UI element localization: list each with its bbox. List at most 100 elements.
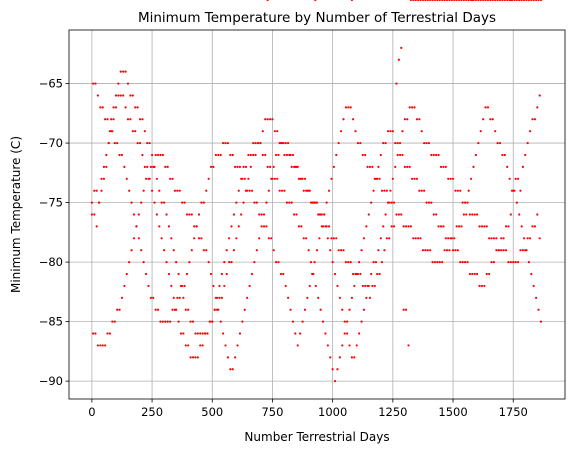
- data-point: [339, 249, 343, 252]
- x-axis-label: Number Terrestrial Days: [244, 430, 389, 444]
- data-point: [95, 225, 98, 228]
- data-point: [271, 118, 274, 121]
- data-point: [401, 153, 404, 157]
- data-point: [441, 0, 444, 2]
- data-point: [308, 284, 311, 288]
- data-point: [538, 237, 541, 240]
- data-point: [231, 153, 234, 157]
- data-point: [156, 308, 160, 311]
- data-point: [123, 165, 126, 168]
- data-point: [209, 272, 213, 276]
- data-point: [300, 225, 303, 228]
- data-point: [358, 261, 361, 264]
- data-point: [459, 189, 462, 192]
- data-point: [483, 284, 486, 288]
- data-point: [230, 261, 233, 264]
- data-point: [402, 225, 405, 228]
- data-point: [228, 261, 231, 264]
- data-point: [171, 308, 174, 311]
- data-point: [531, 225, 534, 228]
- data-point: [514, 261, 517, 264]
- data-point: [190, 249, 193, 252]
- data-point: [91, 82, 95, 85]
- data-point: [403, 118, 406, 121]
- data-point: [167, 272, 171, 276]
- data-point: [356, 141, 360, 145]
- data-point: [136, 106, 139, 109]
- data-point: [420, 189, 423, 192]
- data-point: [384, 141, 387, 145]
- data-point: [382, 225, 385, 228]
- data-point: [489, 0, 492, 2]
- y-tick-label: −85: [39, 315, 63, 329]
- chart-title: Minimum Temperature by Number of Terrest…: [138, 10, 496, 26]
- data-point: [327, 225, 331, 228]
- data-point: [519, 189, 522, 192]
- data-point: [496, 0, 499, 2]
- data-point: [126, 118, 130, 121]
- data-point: [307, 249, 310, 252]
- data-point: [288, 201, 291, 204]
- data-point: [354, 272, 357, 276]
- data-point: [213, 308, 216, 311]
- data-point: [335, 153, 338, 157]
- data-point: [140, 249, 143, 252]
- data-point: [455, 0, 458, 2]
- data-point: [424, 0, 427, 2]
- data-point: [490, 237, 493, 240]
- data-point: [420, 130, 423, 133]
- data-point: [391, 177, 394, 180]
- data-point: [492, 237, 496, 240]
- data-point: [349, 106, 352, 109]
- data-point: [119, 70, 122, 73]
- data-point: [148, 141, 151, 145]
- data-point: [484, 106, 487, 109]
- data-point: [117, 82, 120, 85]
- data-point: [176, 189, 179, 192]
- data-point: [397, 58, 400, 61]
- data-point: [436, 261, 439, 264]
- data-point: [537, 308, 540, 311]
- data-point: [164, 320, 167, 323]
- data-point: [497, 249, 500, 252]
- data-point: [513, 189, 516, 192]
- data-point: [491, 118, 494, 121]
- data-point: [421, 0, 425, 2]
- data-point: [287, 296, 290, 299]
- data-point: [401, 130, 404, 133]
- y-tick-label: −80: [39, 255, 63, 269]
- data-point: [114, 94, 118, 97]
- data-point: [248, 284, 251, 288]
- data-point: [530, 272, 533, 276]
- data-point: [314, 0, 317, 2]
- y-axis-ticks: −90 −85 −80 −75 −70 −65: [39, 77, 69, 388]
- data-point: [408, 106, 411, 109]
- data-point: [154, 153, 157, 157]
- data-point: [515, 201, 518, 204]
- data-point: [476, 213, 479, 216]
- data-point: [142, 261, 145, 264]
- data-point: [325, 225, 328, 228]
- data-point: [250, 272, 254, 276]
- x-axis-ticks: 0 250 500 750 1000 1250 1500 1750: [88, 399, 528, 419]
- data-point: [507, 261, 510, 264]
- data-point: [432, 213, 435, 216]
- data-point: [291, 320, 295, 323]
- data-point: [277, 153, 280, 157]
- data-point: [373, 177, 376, 180]
- data-point: [496, 141, 499, 145]
- data-point: [260, 213, 263, 216]
- data-point: [248, 189, 251, 192]
- data-point: [294, 332, 297, 335]
- data-point: [466, 201, 469, 204]
- data-point: [118, 308, 121, 311]
- data-point: [450, 0, 453, 2]
- data-point: [160, 237, 163, 240]
- data-point: [290, 201, 293, 204]
- data-point: [172, 249, 175, 252]
- data-point: [414, 0, 417, 2]
- data-point: [538, 94, 541, 97]
- data-point: [366, 165, 369, 168]
- data-point: [495, 249, 498, 252]
- data-point: [321, 320, 325, 323]
